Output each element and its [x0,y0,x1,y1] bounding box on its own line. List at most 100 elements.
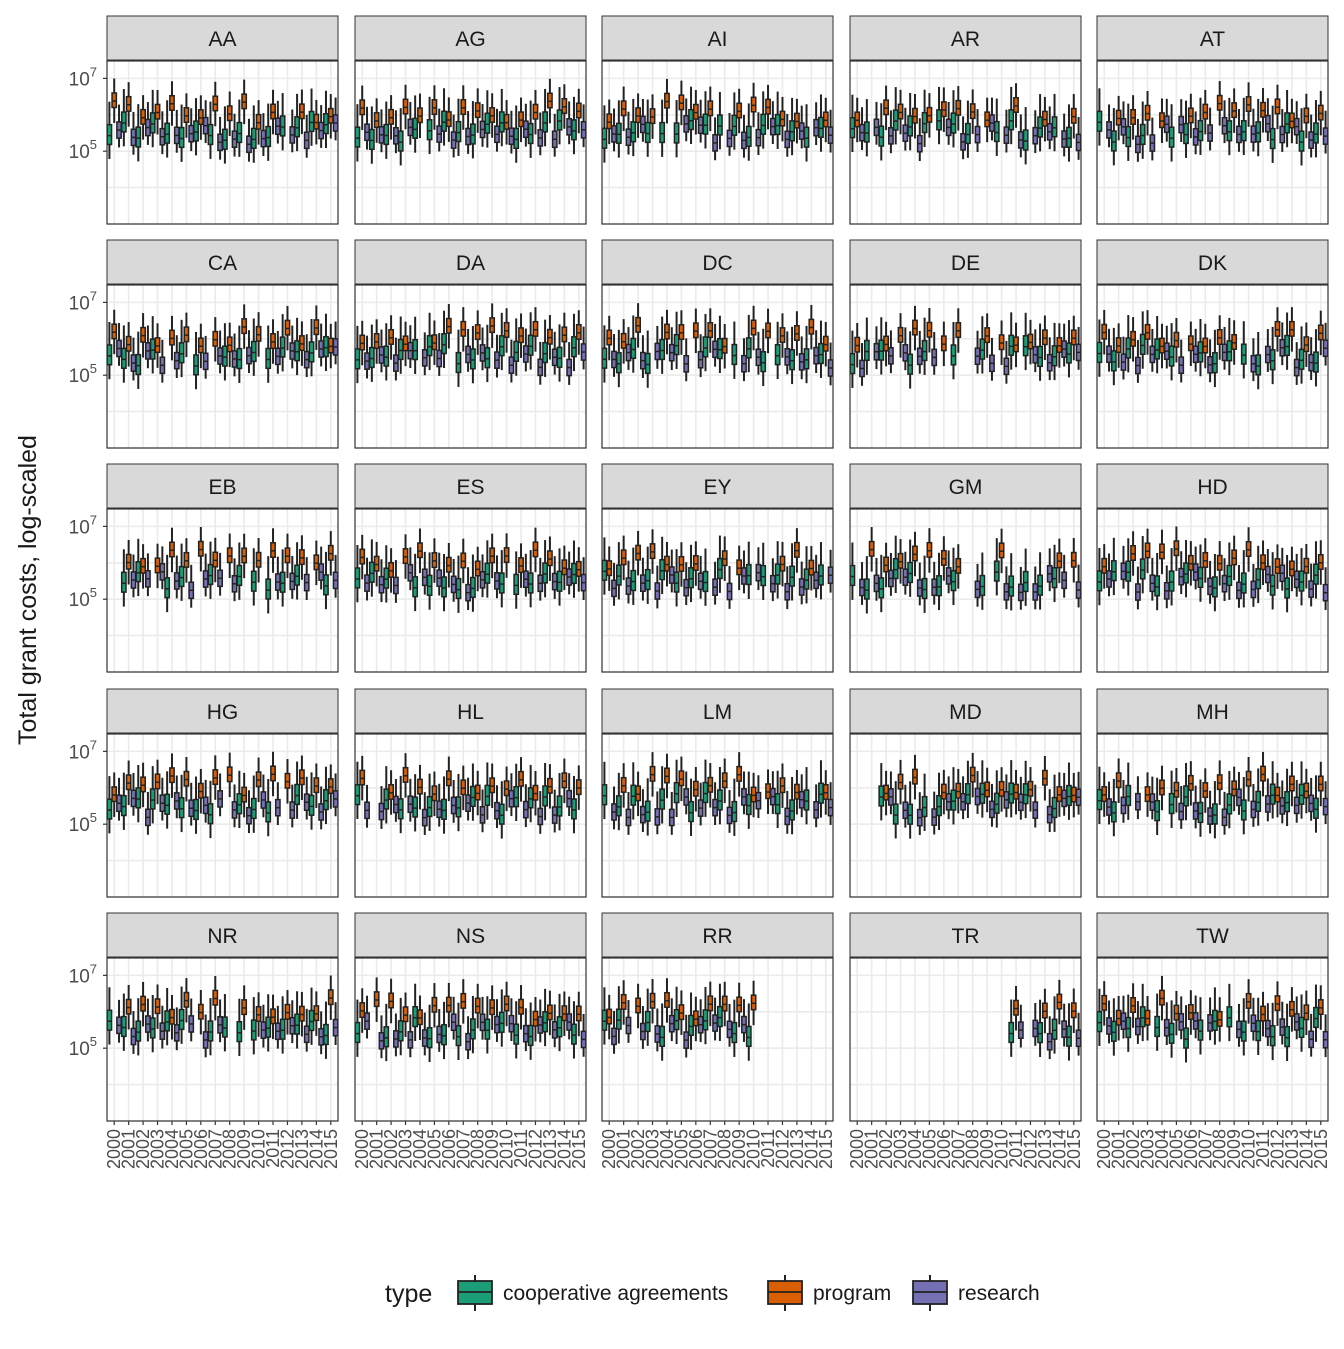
facet-panel: DE [849,239,1082,449]
box-cooperative [556,1016,563,1038]
facet-panel: TR20002001200220032004200520062007200820… [847,912,1084,1169]
box-program [125,335,132,352]
box-program [270,542,276,559]
box-program [1231,333,1238,350]
x-tick-label: 2014 [306,1129,326,1169]
panel-border [601,957,834,1122]
legend-label: research [958,1282,1040,1305]
box-cooperative [250,1019,257,1041]
panel-border [601,60,834,225]
x-tick-label: 2003 [148,1129,168,1169]
facet-strip [849,463,1082,509]
facet-panel: AR [849,15,1082,225]
box-program [474,102,481,119]
box-cooperative [1154,799,1161,822]
box-program [532,784,539,801]
box-cooperative [469,348,476,370]
x-tick-label: 2000 [599,1129,619,1169]
x-tick-label: 2004 [657,1129,677,1169]
box-cooperative [469,1018,476,1040]
box-program [664,991,670,1008]
box-program [955,99,962,116]
box-cooperative [1051,796,1058,819]
box-cooperative [630,784,637,806]
box-program [154,773,161,790]
box-program [197,540,204,557]
box-program [1130,108,1137,125]
box-program [212,551,219,568]
box-cooperative [1096,341,1103,364]
box-program [489,999,496,1016]
box-cooperative [1051,116,1058,138]
box-program [969,103,976,120]
y-tick-label: 107 [69,961,97,987]
box-program [373,333,380,350]
box-cooperative [498,111,505,133]
box-program [1115,1009,1122,1026]
box-cooperative [412,338,419,361]
x-tick-label: 2004 [162,1129,182,1169]
box-cooperative [1298,783,1305,805]
box-cooperative [527,122,534,145]
box-program [241,547,248,564]
box-program [1260,554,1266,571]
box-program [298,1005,305,1022]
facet-strip-label: DE [951,252,980,275]
box-cooperative [265,347,272,370]
box-program [1187,1004,1194,1020]
box-program [489,317,496,334]
box-cooperative [294,116,301,138]
box-cooperative [1211,803,1218,825]
box-cooperative [964,783,971,805]
y-tick-label: 105 [69,810,97,836]
box-program [445,556,452,573]
box-program [518,998,524,1015]
box-cooperative [1313,122,1319,144]
box-program [1317,104,1324,121]
box-cooperative [178,565,185,588]
x-tick-label: 2015 [1064,1129,1084,1169]
box-program [503,780,510,797]
panel-background [355,734,586,897]
x-tick-label: 2013 [787,1129,807,1169]
box-cooperative [368,346,375,369]
box-cooperative [716,789,723,811]
box-program [1159,543,1165,560]
box-cooperative [120,111,127,133]
box-program [649,543,656,560]
x-tick-label: 2014 [801,1129,821,1169]
boxplot-marks [1096,975,1329,1063]
box-cooperative [979,574,986,597]
box-program [1216,1010,1223,1027]
box-program [606,560,613,577]
box-cooperative [849,352,856,375]
x-tick-label: 2007 [700,1129,720,1169]
facet-strip-label: RR [702,925,732,948]
box-program [226,336,233,353]
box-program [678,324,685,341]
box-cooperative [615,564,622,586]
box-program [721,772,728,789]
box-program [561,1005,568,1022]
box-program [532,320,539,337]
box-cooperative [250,127,257,149]
box-program [125,95,132,112]
box-program [445,317,452,334]
box-cooperative [630,121,637,143]
x-tick-label: 2000 [352,1129,372,1169]
box-program [1288,1000,1295,1017]
panel-background [1097,61,1328,224]
x-tick-label: 2002 [381,1129,401,1169]
box-program [808,559,815,576]
facet-strip-label: EB [208,476,236,499]
box-cooperative [731,1021,738,1044]
box-cooperative [397,130,404,152]
panel-background [850,509,1081,672]
box-cooperative [426,1026,433,1049]
box-cooperative [236,1020,243,1043]
box-program [620,549,627,566]
box-program [140,995,147,1012]
box-program [402,1006,409,1023]
box-cooperative [426,119,433,141]
panel-border [106,284,339,449]
